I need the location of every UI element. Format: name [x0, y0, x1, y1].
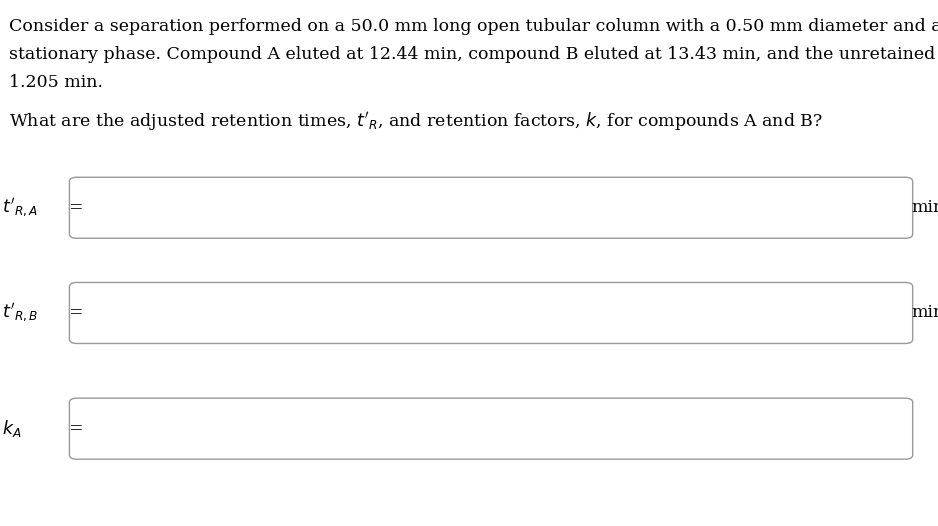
- FancyBboxPatch shape: [69, 177, 913, 238]
- Text: Consider a separation performed on a 50.0 mm long open tubular column with a 0.5: Consider a separation performed on a 50.…: [9, 18, 938, 35]
- Text: min: min: [912, 305, 938, 321]
- Text: min: min: [912, 199, 938, 216]
- Text: stationary phase. Compound A eluted at 12.44 min, compound B eluted at 13.43 min: stationary phase. Compound A eluted at 1…: [9, 46, 938, 63]
- Text: =: =: [68, 420, 83, 437]
- Text: $t'_{R,A}$: $t'_{R,A}$: [2, 197, 38, 219]
- Text: $k_A$: $k_A$: [2, 418, 22, 439]
- FancyBboxPatch shape: [69, 398, 913, 459]
- Text: 1.205 min.: 1.205 min.: [9, 74, 103, 91]
- Text: =: =: [68, 199, 83, 216]
- Text: $t'_{R,B}$: $t'_{R,B}$: [2, 302, 38, 324]
- Text: =: =: [68, 305, 83, 321]
- FancyBboxPatch shape: [69, 282, 913, 343]
- Text: What are the adjusted retention times, $t'_R$, and retention factors, $k$, for c: What are the adjusted retention times, $…: [9, 110, 824, 134]
